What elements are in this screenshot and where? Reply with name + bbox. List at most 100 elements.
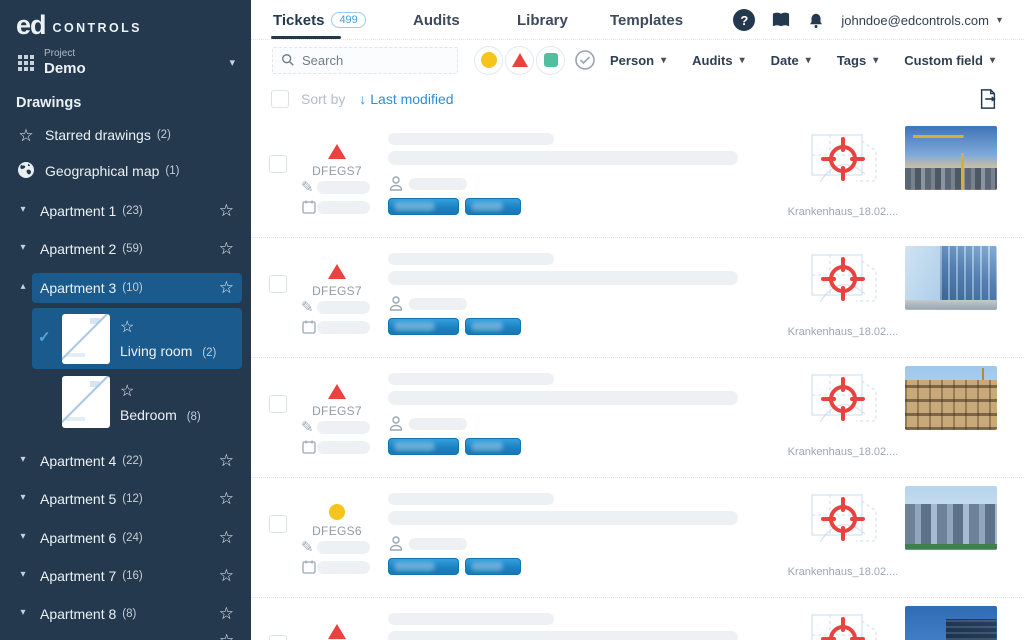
filter-audits-dropdown[interactable]: Audits ▾ bbox=[692, 52, 745, 68]
status-button[interactable] bbox=[465, 438, 521, 455]
project-selector[interactable]: Project Demo ▾ bbox=[0, 46, 251, 82]
star-icon[interactable]: ☆ bbox=[218, 239, 234, 258]
ticket-checkbox[interactable] bbox=[269, 155, 287, 173]
tab-tickets[interactable]: Tickets 499 bbox=[273, 0, 366, 40]
star-icon[interactable]: ☆ bbox=[218, 489, 234, 508]
drawing-thumbnail[interactable] bbox=[62, 314, 110, 364]
status-button[interactable] bbox=[465, 318, 521, 335]
select-all-checkbox[interactable] bbox=[271, 90, 289, 108]
apartment-count: (22) bbox=[122, 455, 143, 467]
drawing-location-thumbnail[interactable] bbox=[800, 127, 886, 195]
filter-person-dropdown[interactable]: Person ▾ bbox=[610, 52, 667, 68]
ticket-row[interactable]: DFEGS7 ✎ bbox=[251, 598, 1024, 640]
ticket-photo[interactable] bbox=[905, 606, 997, 640]
apartment-pill[interactable]: Apartment 4 (22) ☆ bbox=[32, 446, 242, 476]
apartment-pill[interactable]: Apartment 1 (23) ☆ bbox=[32, 196, 242, 226]
ticket-checkbox[interactable] bbox=[269, 395, 287, 413]
apartment-pill[interactable]: Apartment 7 (16) ☆ bbox=[32, 561, 242, 591]
search-input[interactable] bbox=[302, 52, 442, 68]
sidebar-item-apartment-4[interactable]: ▾ Apartment 4 (22) ☆ bbox=[0, 446, 251, 476]
filter-tags-dropdown[interactable]: Tags ▾ bbox=[836, 52, 879, 68]
drawings-heading: Drawings bbox=[16, 95, 82, 111]
ticket-photo[interactable] bbox=[905, 366, 997, 430]
ticket-list: DFEGS7 ✎ bbox=[251, 118, 1024, 640]
ticket-row[interactable]: DFEGS7 ✎ bbox=[251, 118, 1024, 238]
sidebar-item-apartment-5[interactable]: ▾ Apartment 5 (12) ☆ bbox=[0, 484, 251, 514]
search-box[interactable] bbox=[272, 46, 458, 74]
chevron-down-icon[interactable]: ▾ bbox=[20, 492, 26, 503]
apartment-pill[interactable]: Apartment 2 (59) ☆ bbox=[32, 234, 242, 264]
sidebar-item-starred-drawings[interactable]: ☆ Starred drawings (2) bbox=[0, 124, 251, 146]
apartment-pill[interactable]: Apartment 8 (8) ☆ bbox=[32, 599, 242, 629]
star-icon[interactable]: ☆ bbox=[218, 201, 234, 220]
sort-value[interactable]: ↓ Last modified bbox=[359, 91, 454, 107]
bell-icon[interactable] bbox=[807, 11, 825, 30]
tab-audits[interactable]: Audits bbox=[413, 11, 460, 29]
ticket-row[interactable]: DFEGS6 ✎ bbox=[251, 478, 1024, 598]
star-icon[interactable]: ☆ bbox=[120, 319, 135, 336]
tab-templates[interactable]: Templates bbox=[610, 11, 684, 29]
logo-controls: CONTROLS bbox=[52, 21, 142, 35]
tab-library[interactable]: Library bbox=[517, 11, 568, 29]
drawing-label: Krankenhaus_18.02.... bbox=[787, 206, 899, 218]
filter-done-check-icon[interactable] bbox=[574, 49, 596, 71]
chevron-down-icon[interactable]: ▾ bbox=[20, 454, 26, 465]
user-email[interactable]: johndoe@edcontrols.com bbox=[841, 12, 989, 28]
chevron-down-icon[interactable]: ▾ bbox=[20, 204, 26, 215]
drawing-location-thumbnail[interactable] bbox=[800, 367, 886, 435]
book-icon[interactable] bbox=[771, 11, 791, 29]
sidebar-item-geographical-map[interactable]: Geographical map (1) bbox=[0, 160, 251, 182]
status-button[interactable] bbox=[465, 198, 521, 215]
export-icon[interactable] bbox=[978, 88, 998, 115]
status-button[interactable] bbox=[465, 558, 521, 575]
chevron-down-icon[interactable]: ▾ bbox=[20, 242, 26, 253]
ticket-row[interactable]: DFEGS7 ✎ bbox=[251, 358, 1024, 478]
help-icon[interactable]: ? bbox=[733, 9, 756, 31]
room-label: Living room (2) bbox=[120, 343, 217, 359]
status-button[interactable] bbox=[388, 438, 459, 455]
redacted-title bbox=[388, 613, 554, 625]
sidebar-item-apartment-8[interactable]: ▾ Apartment 8 (8) ☆ bbox=[0, 599, 251, 629]
status-button[interactable] bbox=[388, 198, 459, 215]
top-tab-bar: Tickets 499 Audits Library Templates ? j… bbox=[251, 0, 1024, 40]
ticket-checkbox[interactable] bbox=[269, 635, 287, 640]
drawing-location-thumbnail[interactable] bbox=[800, 247, 886, 315]
star-icon[interactable]: ☆ bbox=[218, 278, 234, 297]
ticket-checkbox[interactable] bbox=[269, 275, 287, 293]
drawing-location-thumbnail[interactable] bbox=[800, 607, 886, 640]
chevron-down-icon[interactable]: ▾ bbox=[20, 531, 26, 542]
chevron-up-icon[interactable]: ▴ bbox=[20, 281, 26, 292]
status-button[interactable] bbox=[388, 558, 459, 575]
ticket-row[interactable]: DFEGS7 ✎ bbox=[251, 238, 1024, 358]
filter-green-square[interactable] bbox=[536, 45, 565, 75]
drawing-thumbnail[interactable] bbox=[62, 376, 110, 428]
starred-count: (2) bbox=[156, 129, 171, 141]
chevron-down-icon: ▾ bbox=[229, 57, 235, 69]
ticket-photo[interactable] bbox=[905, 126, 997, 190]
sidebar-item-apartment-2[interactable]: ▾ Apartment 2 (59) ☆ bbox=[0, 234, 251, 264]
sidebar-item-apartment-3[interactable]: ▴ Apartment 3 (10) ☆ bbox=[0, 273, 251, 303]
ticket-photo[interactable] bbox=[905, 246, 997, 310]
apartment-pill[interactable]: Apartment 5 (12) ☆ bbox=[32, 484, 242, 514]
drawing-location-thumbnail[interactable] bbox=[800, 487, 886, 555]
star-icon[interactable]: ☆ bbox=[218, 528, 234, 547]
chevron-down-icon[interactable]: ▾ bbox=[996, 14, 1002, 26]
filter-yellow-circle[interactable] bbox=[474, 45, 503, 75]
sidebar-item-apartment-7[interactable]: ▾ Apartment 7 (16) ☆ bbox=[0, 561, 251, 591]
ticket-photo[interactable] bbox=[905, 486, 997, 550]
sidebar-item-apartment-6[interactable]: ▾ Apartment 6 (24) ☆ bbox=[0, 523, 251, 553]
ticket-checkbox[interactable] bbox=[269, 515, 287, 533]
apartment-pill[interactable]: Apartment 3 (10) ☆ bbox=[32, 273, 242, 303]
apartment-pill[interactable]: Apartment 6 (24) ☆ bbox=[32, 523, 242, 553]
star-icon[interactable]: ☆ bbox=[218, 604, 234, 623]
status-button[interactable] bbox=[388, 318, 459, 335]
star-icon[interactable]: ☆ bbox=[218, 566, 234, 585]
star-icon[interactable]: ☆ bbox=[218, 451, 234, 470]
chevron-down-icon[interactable]: ▾ bbox=[20, 607, 26, 618]
sidebar-item-apartment-1[interactable]: ▾ Apartment 1 (23) ☆ bbox=[0, 196, 251, 226]
star-icon[interactable]: ☆ bbox=[120, 383, 135, 400]
filter-red-triangle[interactable] bbox=[505, 45, 534, 75]
filter-date-dropdown[interactable]: Date ▾ bbox=[770, 52, 811, 68]
filter-custom-field-dropdown[interactable]: Custom field ▾ bbox=[904, 52, 995, 68]
chevron-down-icon[interactable]: ▾ bbox=[20, 569, 26, 580]
